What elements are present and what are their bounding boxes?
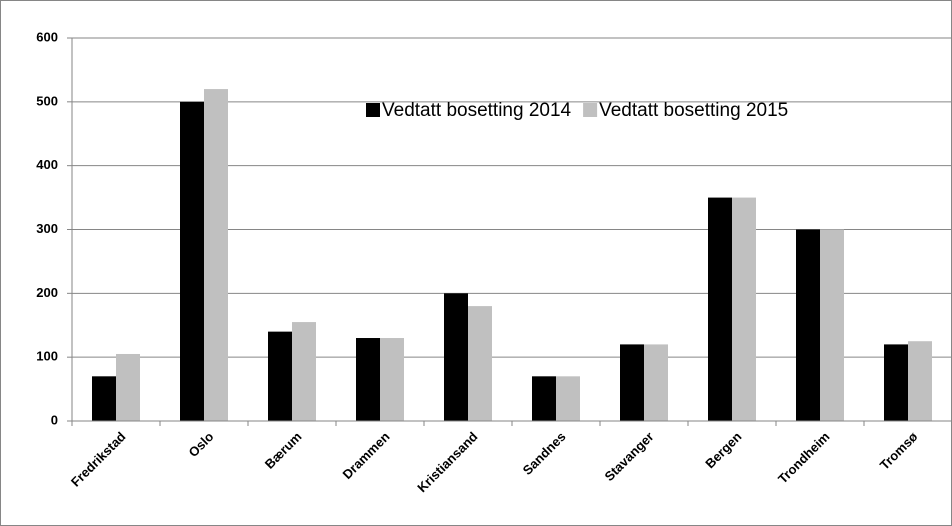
y-tick-label: 200 <box>36 285 58 300</box>
bar <box>620 344 644 421</box>
bar <box>444 293 468 421</box>
legend-swatch <box>583 103 598 117</box>
bar <box>884 344 908 421</box>
bar <box>644 344 668 421</box>
bar <box>468 306 492 421</box>
bar <box>380 338 404 421</box>
bar <box>732 197 756 421</box>
bar <box>796 229 820 421</box>
legend-label: Vedtatt bosetting 2014 <box>382 100 572 121</box>
bar <box>908 341 932 421</box>
bar <box>268 331 292 421</box>
bar <box>820 229 844 421</box>
legend-swatch <box>366 103 380 117</box>
bar <box>204 89 228 422</box>
y-tick-label: 500 <box>36 93 58 108</box>
y-tick-label: 100 <box>36 349 58 364</box>
y-tick-label: 400 <box>36 157 58 172</box>
bar <box>532 376 556 421</box>
bar <box>556 376 580 421</box>
bar <box>92 376 116 421</box>
legend-label: Vedtatt bosetting 2015 <box>599 100 788 121</box>
bar <box>180 101 204 421</box>
bar <box>292 322 316 421</box>
bar <box>356 338 380 421</box>
y-tick-label: 0 <box>51 412 58 427</box>
y-tick-label: 600 <box>36 29 58 44</box>
y-tick-label: 300 <box>36 221 58 236</box>
bar <box>708 197 732 421</box>
bar <box>116 353 140 421</box>
